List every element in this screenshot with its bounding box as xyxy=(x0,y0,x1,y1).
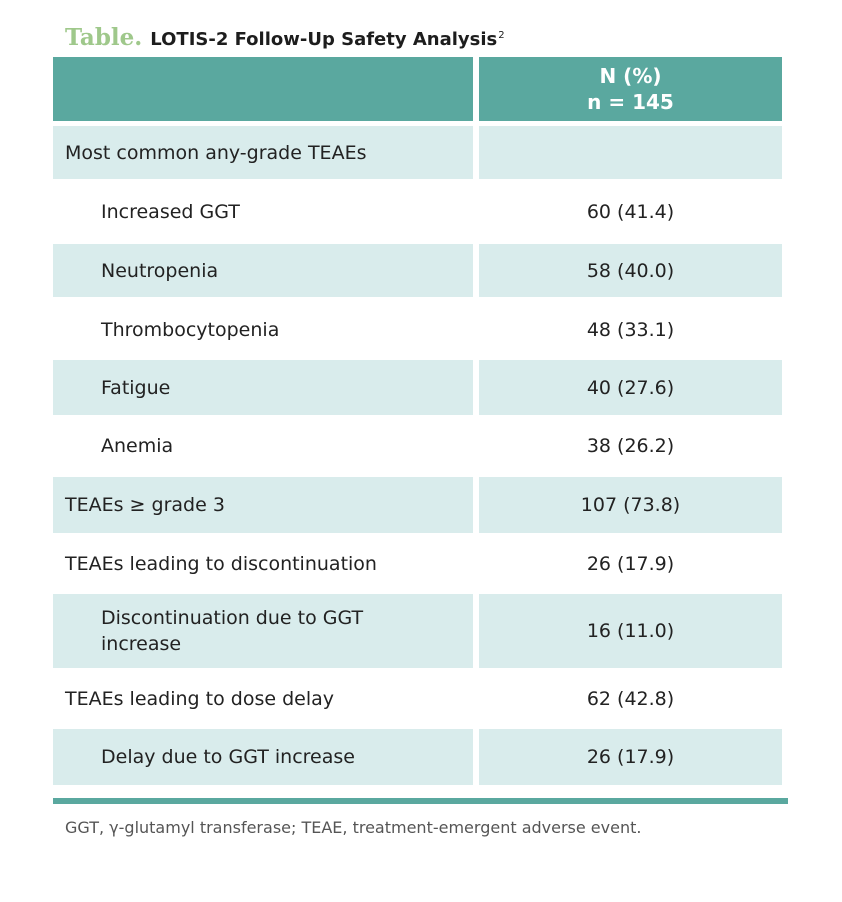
table-row-label: Increased GGT xyxy=(53,185,473,238)
table-bottom-rule xyxy=(53,798,788,804)
header-n-percent: N (%) xyxy=(599,64,662,88)
row-label-anemia: Anemia xyxy=(101,434,174,457)
table-row-value: 26 (17.9) xyxy=(479,729,782,785)
table-title-text: LOTIS-2 Follow-Up Safety Analysis xyxy=(150,29,498,50)
table-title-label: Table. xyxy=(65,24,143,51)
row-value-thrombocytopenia: 48 (33.1) xyxy=(586,318,675,341)
table-row-label: Discontinuation due to GGT increase xyxy=(53,594,473,668)
row-label-increased-ggt: Increased GGT xyxy=(101,200,240,223)
table-row-value: 16 (11.0) xyxy=(479,594,782,668)
table-row-value: 58 (40.0) xyxy=(479,244,782,297)
table-row-value: 26 (17.9) xyxy=(479,537,782,590)
row-label-neutropenia: Neutropenia xyxy=(101,259,219,282)
row-value-increased-ggt: 60 (41.4) xyxy=(586,200,675,223)
row-label-teaes-grade-3: TEAEs ≥ grade 3 xyxy=(65,494,225,516)
row-value-teaes-discontinuation: 26 (17.9) xyxy=(586,552,675,575)
table-row-label: Most common any-grade TEAEs xyxy=(53,126,473,179)
table-row-label: Thrombocytopenia xyxy=(53,303,473,356)
row-value-teaes-dose-delay: 62 (42.8) xyxy=(586,687,675,710)
table-row-value: 38 (26.2) xyxy=(479,419,782,472)
row-value-discontinuation-ggt: 16 (11.0) xyxy=(586,620,675,642)
table-header-right: N (%) n = 145 xyxy=(479,57,782,121)
row-label-delay-ggt: Delay due to GGT increase xyxy=(101,746,355,768)
table-row-label: TEAEs leading to discontinuation xyxy=(53,537,473,590)
table-row-value: 62 (42.8) xyxy=(479,672,782,725)
table-row-label: Fatigue xyxy=(53,360,473,415)
row-label-teaes-dose-delay: TEAEs leading to dose delay xyxy=(65,687,334,710)
table-row-label: Delay due to GGT increase xyxy=(53,729,473,785)
header-n-total: n = 145 xyxy=(587,90,674,114)
table-title-reference: 2 xyxy=(498,30,505,41)
table-row-label: Anemia xyxy=(53,419,473,472)
table-row-value xyxy=(479,126,782,179)
row-label-thrombocytopenia: Thrombocytopenia xyxy=(101,318,280,341)
table-row-value: 107 (73.8) xyxy=(479,477,782,533)
table-row-value: 60 (41.4) xyxy=(479,185,782,238)
row-value-delay-ggt: 26 (17.9) xyxy=(586,746,675,768)
table-row-label: TEAEs leading to dose delay xyxy=(53,672,473,725)
row-label-fatigue: Fatigue xyxy=(101,376,171,399)
table-header-left xyxy=(53,57,473,121)
row-label-most-common-teaes: Most common any-grade TEAEs xyxy=(65,141,367,164)
row-value-teaes-grade-3: 107 (73.8) xyxy=(580,494,681,516)
row-label-teaes-discontinuation: TEAEs leading to discontinuation xyxy=(65,552,377,575)
row-value-fatigue: 40 (27.6) xyxy=(586,376,675,399)
table-title: Table. LOTIS-2 Follow-Up Safety Analysis… xyxy=(65,24,505,54)
table-row-label: Neutropenia xyxy=(53,244,473,297)
table-row-label: TEAEs ≥ grade 3 xyxy=(53,477,473,533)
table-footnote: GGT, γ-glutamyl transferase; TEAE, treat… xyxy=(65,818,642,837)
row-value-anemia: 38 (26.2) xyxy=(586,434,675,457)
table-row-value: 48 (33.1) xyxy=(479,303,782,356)
row-label-discontinuation-ggt: Discontinuation due to GGT increase xyxy=(101,607,364,655)
row-value-neutropenia: 58 (40.0) xyxy=(586,259,675,282)
table-row-value: 40 (27.6) xyxy=(479,360,782,415)
